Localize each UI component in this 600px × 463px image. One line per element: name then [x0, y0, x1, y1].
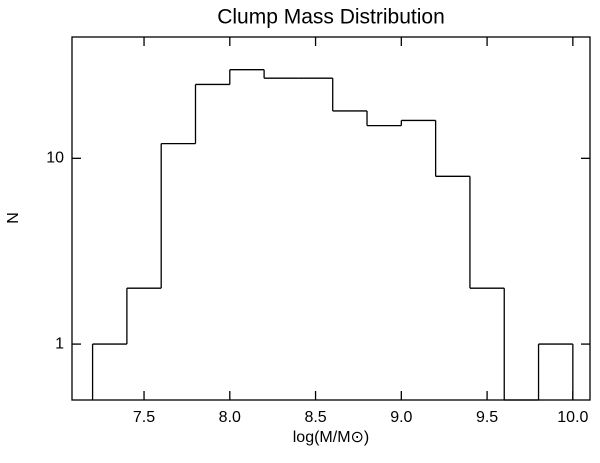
x-tick-label: 7.5 — [133, 409, 155, 426]
x-tick-label: 8.0 — [219, 409, 241, 426]
x-tick-label: 9.0 — [390, 409, 412, 426]
y-tick-label: 10 — [46, 150, 64, 167]
y-tick-label: 1 — [55, 335, 64, 352]
x-tick-label: 8.5 — [304, 409, 326, 426]
chart-title: Clump Mass Distribution — [217, 6, 445, 29]
x-axis-label: log(M/M⊙) — [293, 429, 370, 446]
y-axis-label: N — [5, 212, 22, 224]
x-tick-label: 9.5 — [476, 409, 498, 426]
x-tick-label: 10.0 — [557, 409, 588, 426]
plot-frame — [71, 36, 591, 401]
